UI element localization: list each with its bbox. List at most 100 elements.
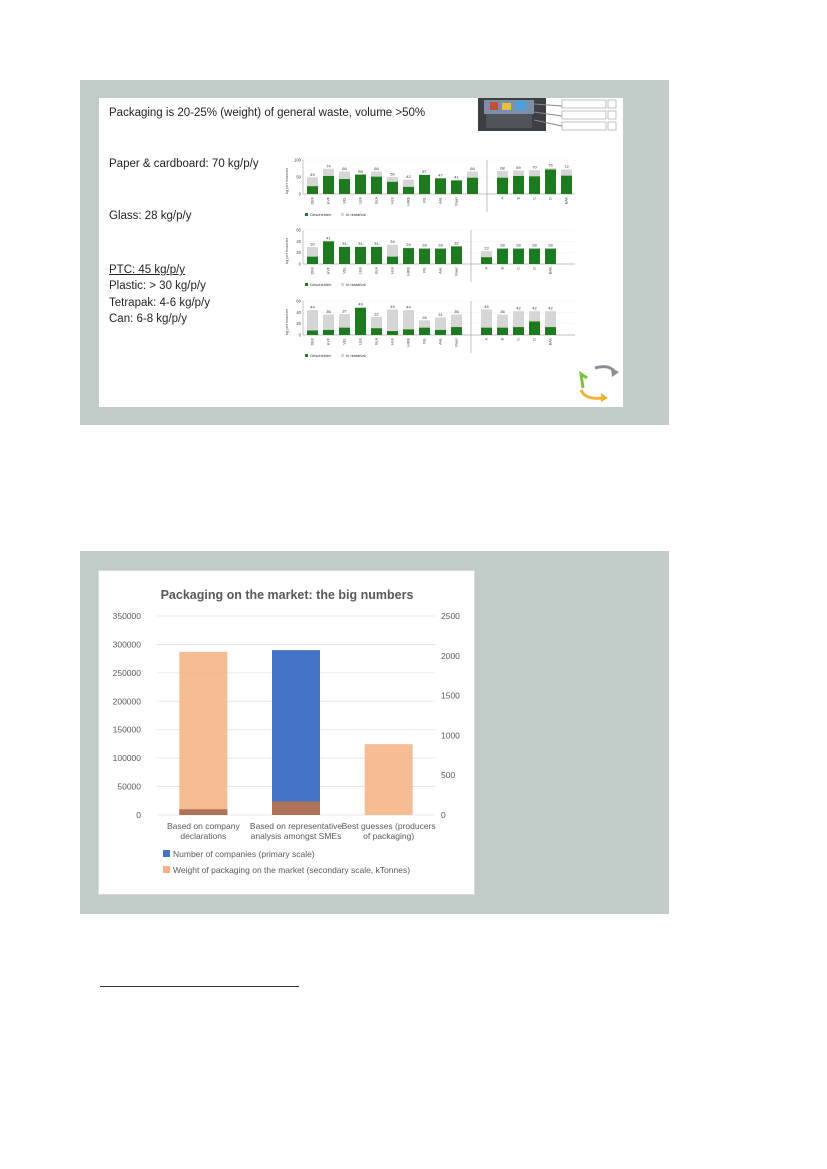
mini-legend-dark: Gescheiden: [310, 353, 331, 358]
mini-bar-light-right: [545, 311, 556, 328]
mini-bar-light-left: [403, 179, 414, 187]
mini-bar-dark-left: [323, 241, 334, 264]
mini-bar-dark-right: [497, 248, 508, 264]
mini-total-label: 66: [342, 166, 347, 171]
mini-bar-dark-left: [451, 246, 462, 264]
mini-ytick: 0: [299, 262, 302, 267]
y-primary-tick: 100000: [113, 753, 142, 763]
mini-bar-dark-left: [387, 331, 398, 335]
mini-bar-light-left: [419, 320, 430, 328]
mini-bar-light-right: [481, 250, 492, 258]
mini-ytick: 60: [296, 299, 301, 304]
legend-swatch: [163, 866, 170, 873]
mini-total-label: 57: [422, 169, 427, 174]
mini-bar-light-right: [481, 309, 492, 328]
x-category-label: declarations: [180, 831, 226, 841]
mini-category: B: [501, 337, 505, 340]
x-category-label: Best guesses (producers: [342, 821, 436, 831]
mini-bar-light-left: [387, 177, 398, 182]
mini-category: HLK: [391, 196, 395, 204]
mini-bar-dark-left: [307, 330, 318, 335]
mini-bar-dark-left: [419, 248, 430, 264]
mini-bar-dark-left: [403, 329, 414, 335]
mini-total-label: 28: [548, 243, 553, 248]
slide2: Packaging on the market: the big numbers…: [98, 570, 475, 895]
mini-bar-light-left: [451, 314, 462, 328]
mini-bar-dark-left: [419, 174, 430, 194]
mini-total-label: 34: [390, 239, 395, 244]
mini-total-label: 70: [532, 165, 537, 170]
mini-bar-light-left: [371, 246, 382, 247]
mini-bar-light-right: [545, 248, 556, 249]
mini-bar-light-right: [497, 314, 508, 328]
mini-category: BAK: [549, 337, 553, 345]
mini-total-label: 28: [500, 243, 505, 248]
mini-bar-dark-left: [451, 327, 462, 335]
mini-bar-light-left: [307, 310, 318, 331]
mini-bar-light-left: [451, 245, 462, 247]
slide1: Packaging is 20-25% (weight) of general …: [99, 98, 623, 407]
mini-ytick: 20: [296, 321, 301, 326]
mini-total-label: 30: [310, 242, 315, 247]
mini-bar-dark-left: [339, 179, 350, 194]
mini-bar-dark-right: [529, 248, 540, 264]
mini-bar-light-left: [307, 177, 318, 187]
mini-bar-dark-right: [545, 169, 556, 194]
mini-total-label: 26: [422, 315, 427, 320]
mini-ytick: 0: [299, 192, 302, 197]
mini-bar-light-left: [355, 246, 366, 247]
mini-bar-light-right: [545, 168, 556, 170]
mini-category: DEK: [311, 337, 315, 345]
mini-total-label: 44: [310, 305, 315, 310]
mini-bar-light-left: [419, 248, 430, 249]
mini-total-label: 32: [454, 240, 459, 245]
mini-bar-light-left: [435, 317, 446, 330]
mini-bar-light-left: [323, 314, 334, 330]
mini-category: LEK: [359, 337, 363, 344]
glass-mini-chart: kg per inwoner 60 40 20 0 30 DEK 41 HVF 31 VEL 31 LE…: [285, 228, 575, 287]
mini-category: RIL: [423, 267, 427, 273]
mini-category: Vlaan: [455, 267, 459, 276]
mini-category: HIRE: [407, 196, 411, 205]
mini-legend-light: In restafval: [346, 353, 366, 358]
mini-category: BLA: [375, 266, 379, 273]
mini-legend-dark: Gescheiden: [310, 212, 331, 217]
mini-total-label: 28: [532, 243, 537, 248]
mini-bar-dark-left: [435, 329, 446, 335]
mini-category: BLA: [375, 337, 379, 344]
waste-bin-image: [478, 98, 617, 131]
mini-total-label: 41: [326, 235, 331, 240]
mini-category: HVF: [327, 196, 331, 204]
y-secondary-tick: 0: [441, 810, 446, 820]
mini-total-label: 23: [484, 245, 489, 250]
mini-category: VEL: [343, 267, 347, 274]
mini-total-label: 29: [406, 242, 411, 247]
bar-weight: [364, 744, 413, 815]
mini-bar-light-left: [323, 240, 334, 242]
mini-total-label: 50: [390, 172, 395, 177]
slide1-title: Packaging is 20-25% (weight) of general …: [109, 107, 426, 119]
mini-category: HIRE: [407, 337, 411, 346]
mini-total-label: 66: [374, 166, 379, 171]
mini-bar-dark-right: [529, 321, 540, 335]
mini-total-label: 42: [548, 306, 553, 311]
mini-category: HVF: [327, 266, 331, 274]
mini-bar-dark-left: [387, 181, 398, 194]
mini-bar-dark-left: [355, 174, 366, 194]
mini-bar-dark-right: [513, 175, 524, 194]
legend-label: Number of companies (primary scale): [173, 849, 315, 859]
bar-overlap: [179, 809, 228, 815]
mini-bar-light-left: [323, 168, 334, 176]
mini-bar-light-left: [371, 316, 382, 329]
mini-bar-dark-left: [435, 248, 446, 264]
mini-bar-light-left: [371, 171, 382, 177]
mini-category: D: [533, 338, 537, 341]
mini-total-label: 31: [358, 241, 363, 246]
mini-total-label: 28: [438, 243, 443, 248]
mini-bar-dark-right: [497, 327, 508, 335]
mini-total-label: 31: [342, 241, 347, 246]
mini-total-label: 36: [326, 309, 331, 314]
mini-bar-light-left: [387, 309, 398, 332]
mini-bar-dark-right: [513, 248, 524, 264]
mini-bar-light-left: [467, 171, 478, 178]
